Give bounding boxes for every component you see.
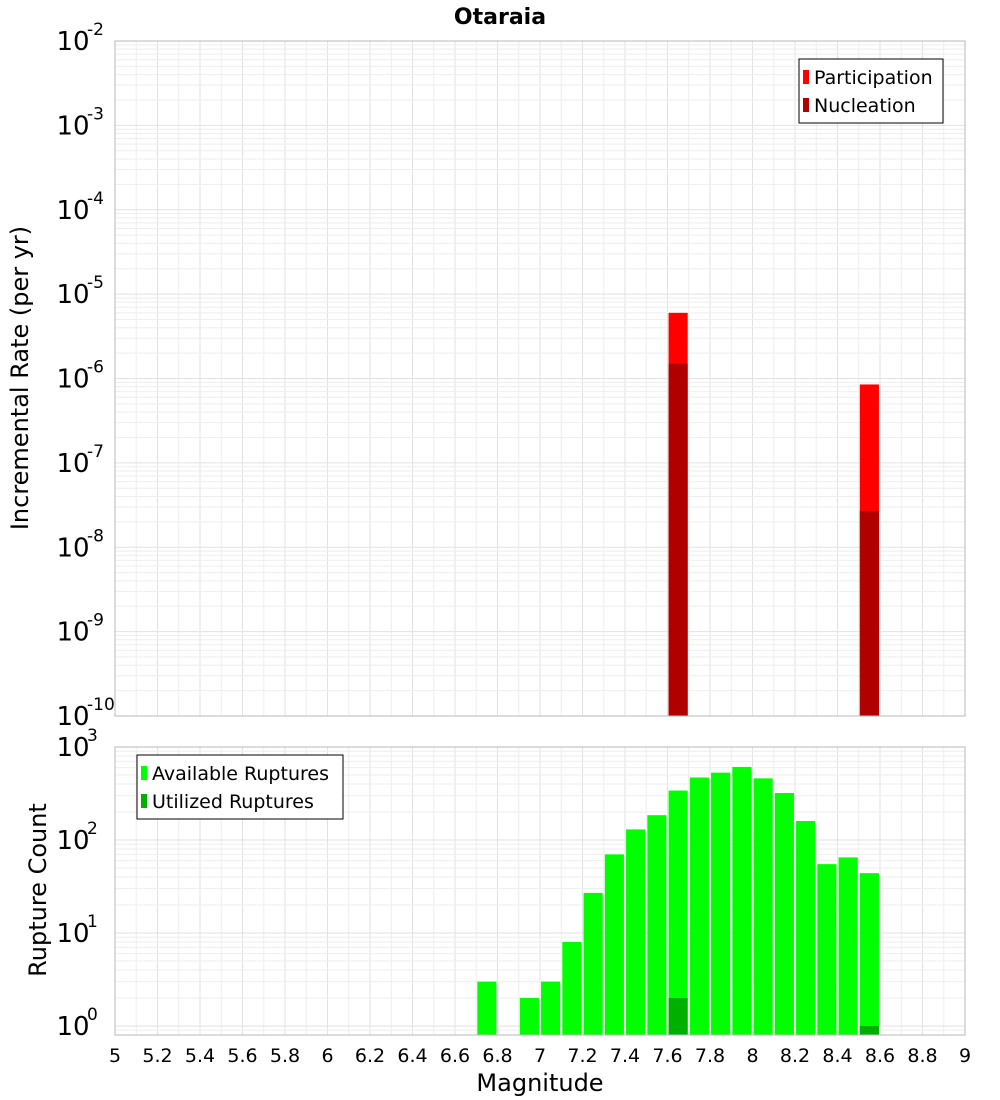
legend-swatch-participation xyxy=(803,70,809,84)
plot-frame xyxy=(114,746,966,1036)
y-tick-exponent: -5 xyxy=(87,273,104,293)
bar-available-ruptures xyxy=(562,942,582,1035)
bar-available-ruptures xyxy=(711,772,731,1035)
bar-available-ruptures xyxy=(604,854,624,1035)
x-tick-label: 8.8 xyxy=(907,1045,937,1067)
x-tick-label: 7.2 xyxy=(567,1045,597,1067)
y-tick-exponent: -9 xyxy=(87,611,104,631)
legend-box xyxy=(798,58,944,124)
x-tick-label: 6.6 xyxy=(440,1045,470,1067)
bottom-y-axis-label: Rupture Count xyxy=(24,803,52,977)
y-tick-label: 10 xyxy=(56,533,89,563)
legend-swatch-available-ruptures xyxy=(141,766,147,780)
x-tick-label: 5.4 xyxy=(185,1045,215,1067)
bar-available-ruptures xyxy=(583,892,603,1035)
bar-available-ruptures xyxy=(477,981,497,1035)
y-tick-label: 10 xyxy=(56,826,89,856)
x-tick-label: 7.4 xyxy=(610,1045,640,1067)
x-tick-label: 6.4 xyxy=(397,1045,427,1067)
x-tick-label: 6 xyxy=(321,1045,333,1067)
x-tick-label: 7.8 xyxy=(695,1045,725,1067)
y-tick-label: 10 xyxy=(56,618,89,648)
y-tick-label: 10 xyxy=(56,919,89,949)
y-tick-label: 10 xyxy=(56,702,89,732)
y-tick-label: 10 xyxy=(56,280,89,310)
bar-available-ruptures xyxy=(753,778,773,1035)
legend-label: Nucleation xyxy=(814,95,916,117)
x-tick-label: 6.2 xyxy=(355,1045,385,1067)
y-tick-exponent: -10 xyxy=(87,695,115,715)
x-tick-label: 7 xyxy=(534,1045,546,1067)
x-tick-label: 5 xyxy=(109,1045,121,1067)
bar-available-ruptures xyxy=(689,777,709,1035)
legend-box xyxy=(136,754,344,820)
bar-nucleation xyxy=(668,363,688,716)
legend-label: Participation xyxy=(814,67,933,89)
y-tick-exponent: -8 xyxy=(87,526,104,546)
y-tick-label: 10 xyxy=(56,196,89,226)
x-tick-label: 6.8 xyxy=(482,1045,512,1067)
x-tick-label: 9 xyxy=(959,1045,971,1067)
x-tick-label: 8.4 xyxy=(822,1045,852,1067)
bar-available-ruptures xyxy=(838,857,858,1035)
bar-utilized-ruptures xyxy=(668,997,688,1035)
legend: Participation Nucleation xyxy=(798,58,944,124)
y-tick-label: 10 xyxy=(56,449,89,479)
bar-available-ruptures xyxy=(519,997,539,1035)
bar-nucleation xyxy=(859,510,879,716)
y-tick-label: 10 xyxy=(56,365,89,395)
y-tick-exponent: 1 xyxy=(87,912,98,932)
y-tick-exponent: -3 xyxy=(87,104,104,124)
bar-available-ruptures xyxy=(859,873,879,1035)
y-tick-exponent: 0 xyxy=(87,1005,98,1025)
x-tick-label: 8 xyxy=(746,1045,758,1067)
y-tick-exponent: -4 xyxy=(87,189,104,209)
bar-utilized-ruptures xyxy=(859,1025,879,1035)
bar-available-ruptures xyxy=(647,815,667,1035)
bar-available-ruptures xyxy=(541,981,561,1035)
y-tick-exponent: -6 xyxy=(87,358,104,378)
x-tick-label: 8.2 xyxy=(780,1045,810,1067)
x-axis-label: Magnitude xyxy=(476,1069,603,1097)
y-tick-label: 10 xyxy=(56,111,89,141)
y-tick-exponent: -2 xyxy=(87,20,104,40)
y-tick-label: 10 xyxy=(56,733,89,763)
top-y-axis-label: Incremental Rate (per yr) xyxy=(6,226,34,530)
top-panel: 10-1010-910-810-710-610-510-410-310-2Par… xyxy=(56,20,966,732)
plot-frame xyxy=(114,40,966,717)
x-tick-label: 8.6 xyxy=(865,1045,895,1067)
bar-available-ruptures xyxy=(774,793,794,1035)
legend-swatch-utilized-ruptures xyxy=(141,794,147,808)
x-tick-label: 5.2 xyxy=(142,1045,172,1067)
y-tick-exponent: 2 xyxy=(87,819,98,839)
x-tick-label: 5.6 xyxy=(227,1045,257,1067)
bar-available-ruptures xyxy=(796,821,816,1035)
legend-swatch-nucleation xyxy=(803,98,809,112)
bar-available-ruptures xyxy=(668,790,688,1035)
bar-available-ruptures xyxy=(626,829,646,1035)
legend-label: Available Ruptures xyxy=(152,763,329,785)
bar-available-ruptures xyxy=(732,766,752,1035)
legend-label: Utilized Ruptures xyxy=(152,791,314,813)
x-tick-label: 5.8 xyxy=(270,1045,300,1067)
bar-available-ruptures xyxy=(817,864,837,1035)
y-tick-exponent: 3 xyxy=(87,726,98,746)
y-tick-label: 10 xyxy=(56,1012,89,1042)
y-tick-exponent: -7 xyxy=(87,442,104,462)
chart-title: Otaraia xyxy=(454,5,546,30)
x-tick-label: 7.6 xyxy=(652,1045,682,1067)
y-tick-label: 10 xyxy=(56,27,89,57)
legend: Available Ruptures Utilized Ruptures xyxy=(136,754,344,820)
